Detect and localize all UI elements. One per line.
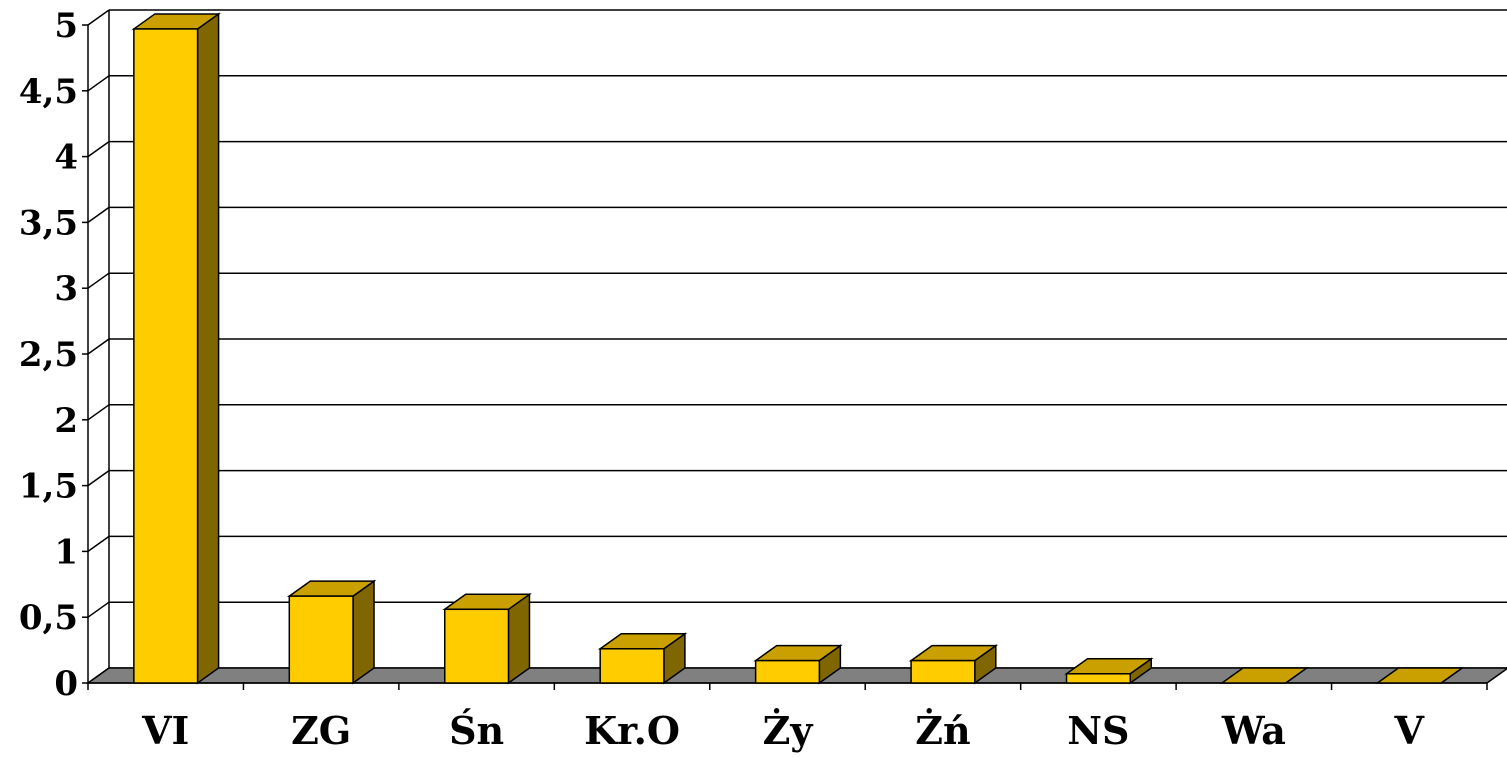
gridline-depth [87,75,110,92]
gridline-depth [87,469,110,487]
y-tick-label: 4,5 [19,72,78,112]
gridline-depth [87,601,110,618]
bar-top [1375,667,1465,684]
bar [1219,667,1310,684]
x-tick-label: V [1394,708,1426,753]
x-tick-label: Wa [1221,708,1286,753]
gridline-depth [87,338,110,355]
y-tick-label: 2 [54,401,78,441]
bar [597,632,688,685]
bar-front [1065,673,1132,684]
bar-top [1219,667,1310,684]
bar [1064,657,1154,685]
y-tick-label: 0 [54,664,78,704]
y-tick-label: 4 [54,138,78,178]
gridline-depth [87,206,110,224]
grid-lines [87,9,1507,684]
bar-side [196,12,220,685]
x-tick-label: VI [141,708,189,753]
bar [131,12,221,685]
gridline-depth [87,9,110,26]
axes [82,24,1488,690]
y-tick-label: 3 [54,269,78,309]
x-tick-label: ZG [291,708,351,753]
bar [1375,667,1465,684]
bar-front [133,28,199,684]
bar-front [443,608,510,684]
y-tick-label: 2,5 [19,335,78,375]
y-tick-label: 3,5 [19,203,78,243]
bar [753,644,843,685]
bar [286,579,377,685]
gridline-depth [87,140,110,158]
bar-front [288,595,354,684]
x-tick-label: Ży [763,708,814,753]
x-tick-label: NS [1067,708,1129,753]
x-tick-label: Kr.O [584,708,680,753]
bar [908,644,999,685]
x-tick-label: Śn [449,708,504,753]
bar-front [754,659,821,684]
bar [442,592,532,685]
x-tick-label: Żń [915,708,970,753]
bar-front [599,648,665,684]
x-axis-tick-labels: VI ZG Śn Kr.O Ży Żń NS Wa V [141,708,1425,753]
y-tick-label: 0,5 [19,598,78,638]
y-axis-tick-labels: 0 0,5 1 1,5 2 2,5 3 3,5 4 4,5 5 [19,6,78,704]
gridline-depth [87,404,110,421]
y-tick-label: 5 [54,6,78,46]
y-tick-label: 1 [54,532,78,572]
gridline-depth [87,272,110,289]
gridline-depth [87,535,110,553]
bar-front [910,659,976,684]
y-tick-label: 1,5 [19,467,78,507]
bar-side [352,579,375,685]
bars [131,12,1465,685]
